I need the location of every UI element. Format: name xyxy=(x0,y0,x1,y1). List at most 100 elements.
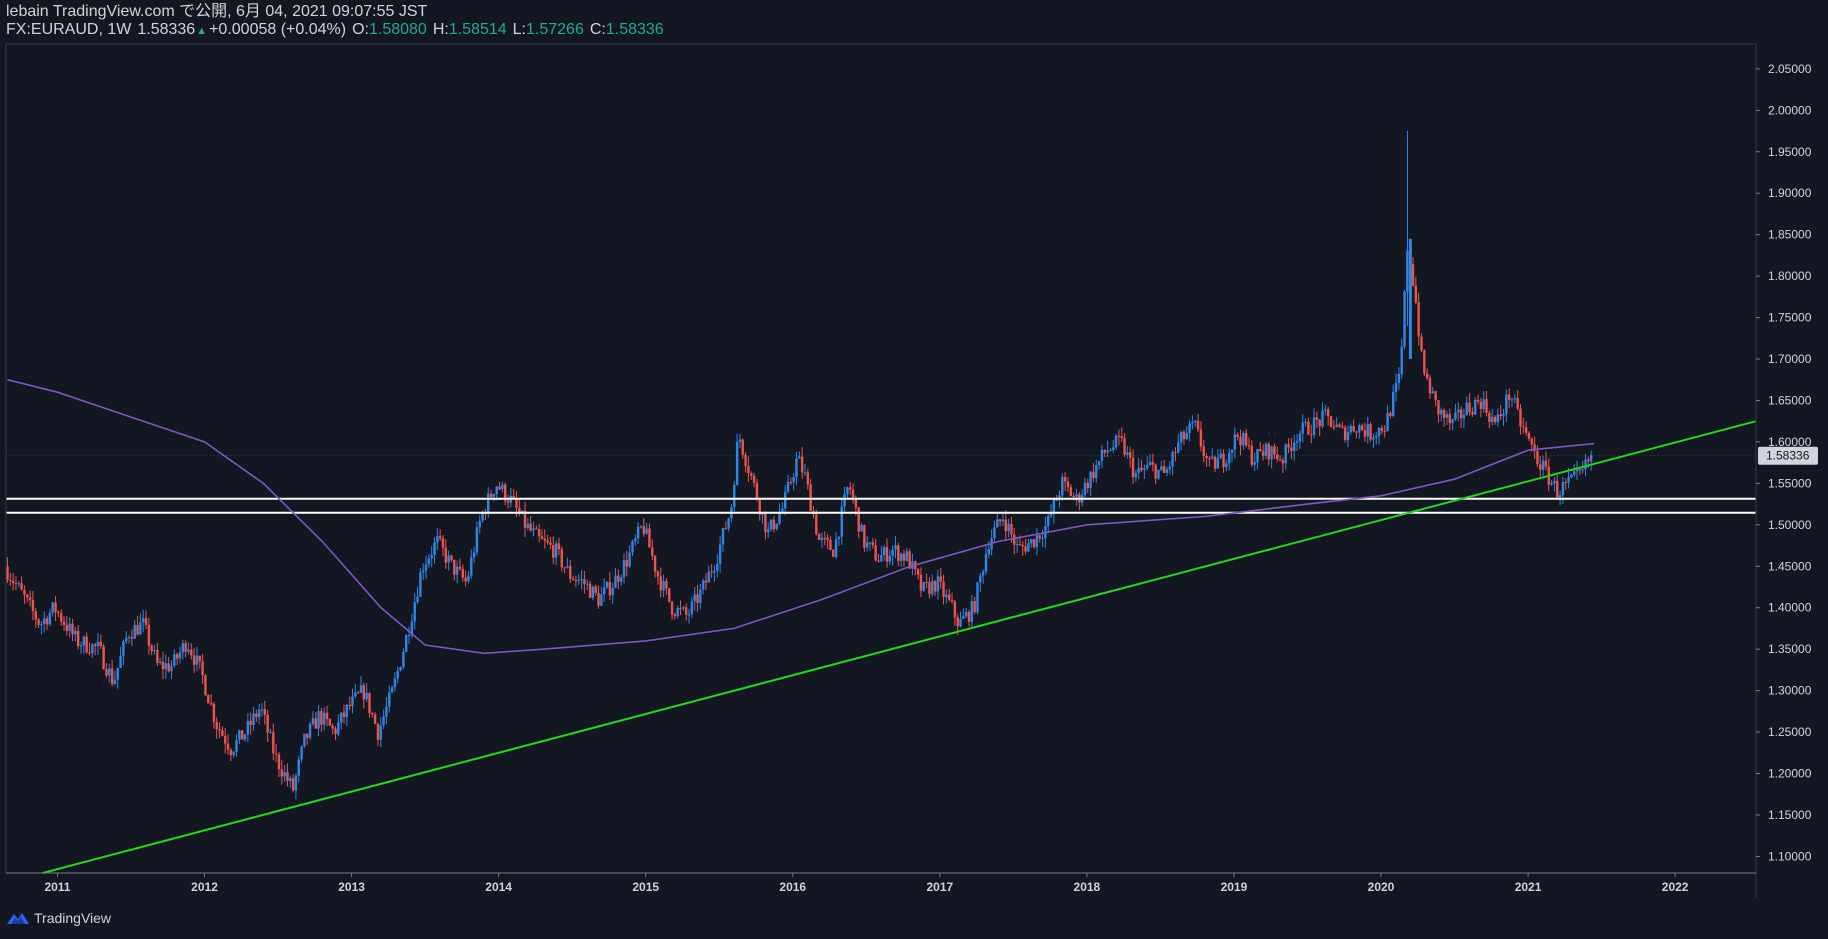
candle-body xyxy=(136,624,139,635)
candle-body xyxy=(427,558,431,565)
candle-body xyxy=(399,667,402,671)
candle-body xyxy=(1120,436,1123,438)
candle-body xyxy=(1584,459,1587,470)
candle-body xyxy=(1397,373,1401,383)
candle-body xyxy=(1312,417,1316,435)
candle-body xyxy=(1129,452,1132,458)
candle-body xyxy=(840,506,843,537)
candle-body xyxy=(272,732,275,754)
candle-body xyxy=(76,630,80,646)
candle-body xyxy=(721,528,725,545)
candle-body xyxy=(1222,453,1225,468)
candle-body xyxy=(320,711,323,725)
candle-body xyxy=(297,759,300,776)
candle-body xyxy=(1544,460,1548,467)
candle-body xyxy=(23,589,26,595)
candle-body xyxy=(1182,431,1186,440)
candle-body xyxy=(1524,427,1528,433)
candle-body xyxy=(240,730,244,740)
candle-body xyxy=(1188,423,1191,434)
candle-body xyxy=(444,547,448,563)
candle-body xyxy=(529,523,532,531)
price-axis[interactable]: 1.10000 1.15000 1.20000 1.25000 1.30000 1.350… xyxy=(1756,62,1812,864)
candle-body xyxy=(17,583,20,585)
candle-body xyxy=(351,696,354,707)
candle-body xyxy=(998,519,1002,522)
candle-body xyxy=(1457,409,1460,413)
candle-body xyxy=(1109,449,1112,451)
candle-body xyxy=(1496,414,1500,423)
candle-body xyxy=(1448,414,1451,424)
candle-body xyxy=(651,547,654,556)
candle-body xyxy=(334,728,337,735)
candle-body xyxy=(1349,426,1352,433)
current-price-badge-label: 1.58336 xyxy=(1766,449,1810,463)
candle-body xyxy=(693,594,696,602)
candle-body xyxy=(1162,466,1166,473)
symbol-label[interactable]: FX:EURAUD, 1W xyxy=(6,21,132,38)
candle-body xyxy=(1106,450,1109,453)
candle-body xyxy=(718,544,722,564)
candle-body xyxy=(31,599,35,612)
candle-body xyxy=(1510,399,1514,401)
candle-body xyxy=(659,576,662,591)
candle-body xyxy=(1137,467,1140,473)
candle-body xyxy=(229,749,233,756)
candle-body xyxy=(648,528,651,548)
candle-body xyxy=(902,553,906,561)
candle-body xyxy=(769,519,773,530)
candle-body xyxy=(108,668,111,676)
candle-body xyxy=(905,551,908,561)
candle-body xyxy=(1049,514,1053,516)
candle-body xyxy=(832,549,835,557)
candle-body xyxy=(337,722,340,735)
candle-body xyxy=(727,518,730,529)
candle-body xyxy=(218,729,221,731)
candle-body xyxy=(1281,459,1285,464)
candle-body xyxy=(885,547,889,562)
candle-body xyxy=(1459,409,1463,419)
candle-body xyxy=(537,529,541,537)
candle-body xyxy=(175,654,179,659)
candle-body xyxy=(1131,457,1135,478)
candle-body xyxy=(936,576,940,592)
candle-body xyxy=(1267,443,1270,460)
time-tick-label: 2016 xyxy=(779,880,806,894)
candle-body xyxy=(1086,482,1089,489)
candle-body xyxy=(269,732,272,734)
candle-body xyxy=(9,579,12,581)
candle-body xyxy=(1329,416,1333,427)
candle-body xyxy=(716,563,719,571)
candle-body xyxy=(113,679,117,685)
candle-body xyxy=(1304,421,1307,423)
candle-body xyxy=(48,612,52,625)
candle-body xyxy=(1270,446,1273,460)
candle-body xyxy=(45,618,49,625)
candle-body xyxy=(1420,336,1423,351)
candle-body xyxy=(504,484,507,501)
candle-body xyxy=(289,778,292,781)
candle-body xyxy=(498,486,501,490)
candle-body xyxy=(303,733,306,747)
candle-body xyxy=(554,543,558,558)
candle-body xyxy=(232,751,235,756)
candle-body xyxy=(1468,402,1471,413)
candle-body xyxy=(1587,459,1590,462)
time-axis[interactable]: 2011 2012 2013 2014 2015 2016 2017 2018 2019 2020… xyxy=(44,873,1689,894)
candle-body xyxy=(1213,456,1217,469)
candle-body xyxy=(1191,422,1194,424)
candle-body xyxy=(865,542,869,548)
price-tick-label: 1.75000 xyxy=(1768,311,1812,325)
tradingview-branding[interactable]: TradingView xyxy=(6,910,111,926)
candle-body xyxy=(518,507,521,514)
candle-body xyxy=(1358,425,1361,433)
candle-body xyxy=(1414,285,1418,303)
candle-body xyxy=(1140,467,1143,471)
candle-body xyxy=(653,555,657,572)
candle-body xyxy=(430,554,433,559)
candle-body xyxy=(1013,534,1016,545)
candle-body xyxy=(662,580,665,591)
candle-body xyxy=(464,577,467,582)
